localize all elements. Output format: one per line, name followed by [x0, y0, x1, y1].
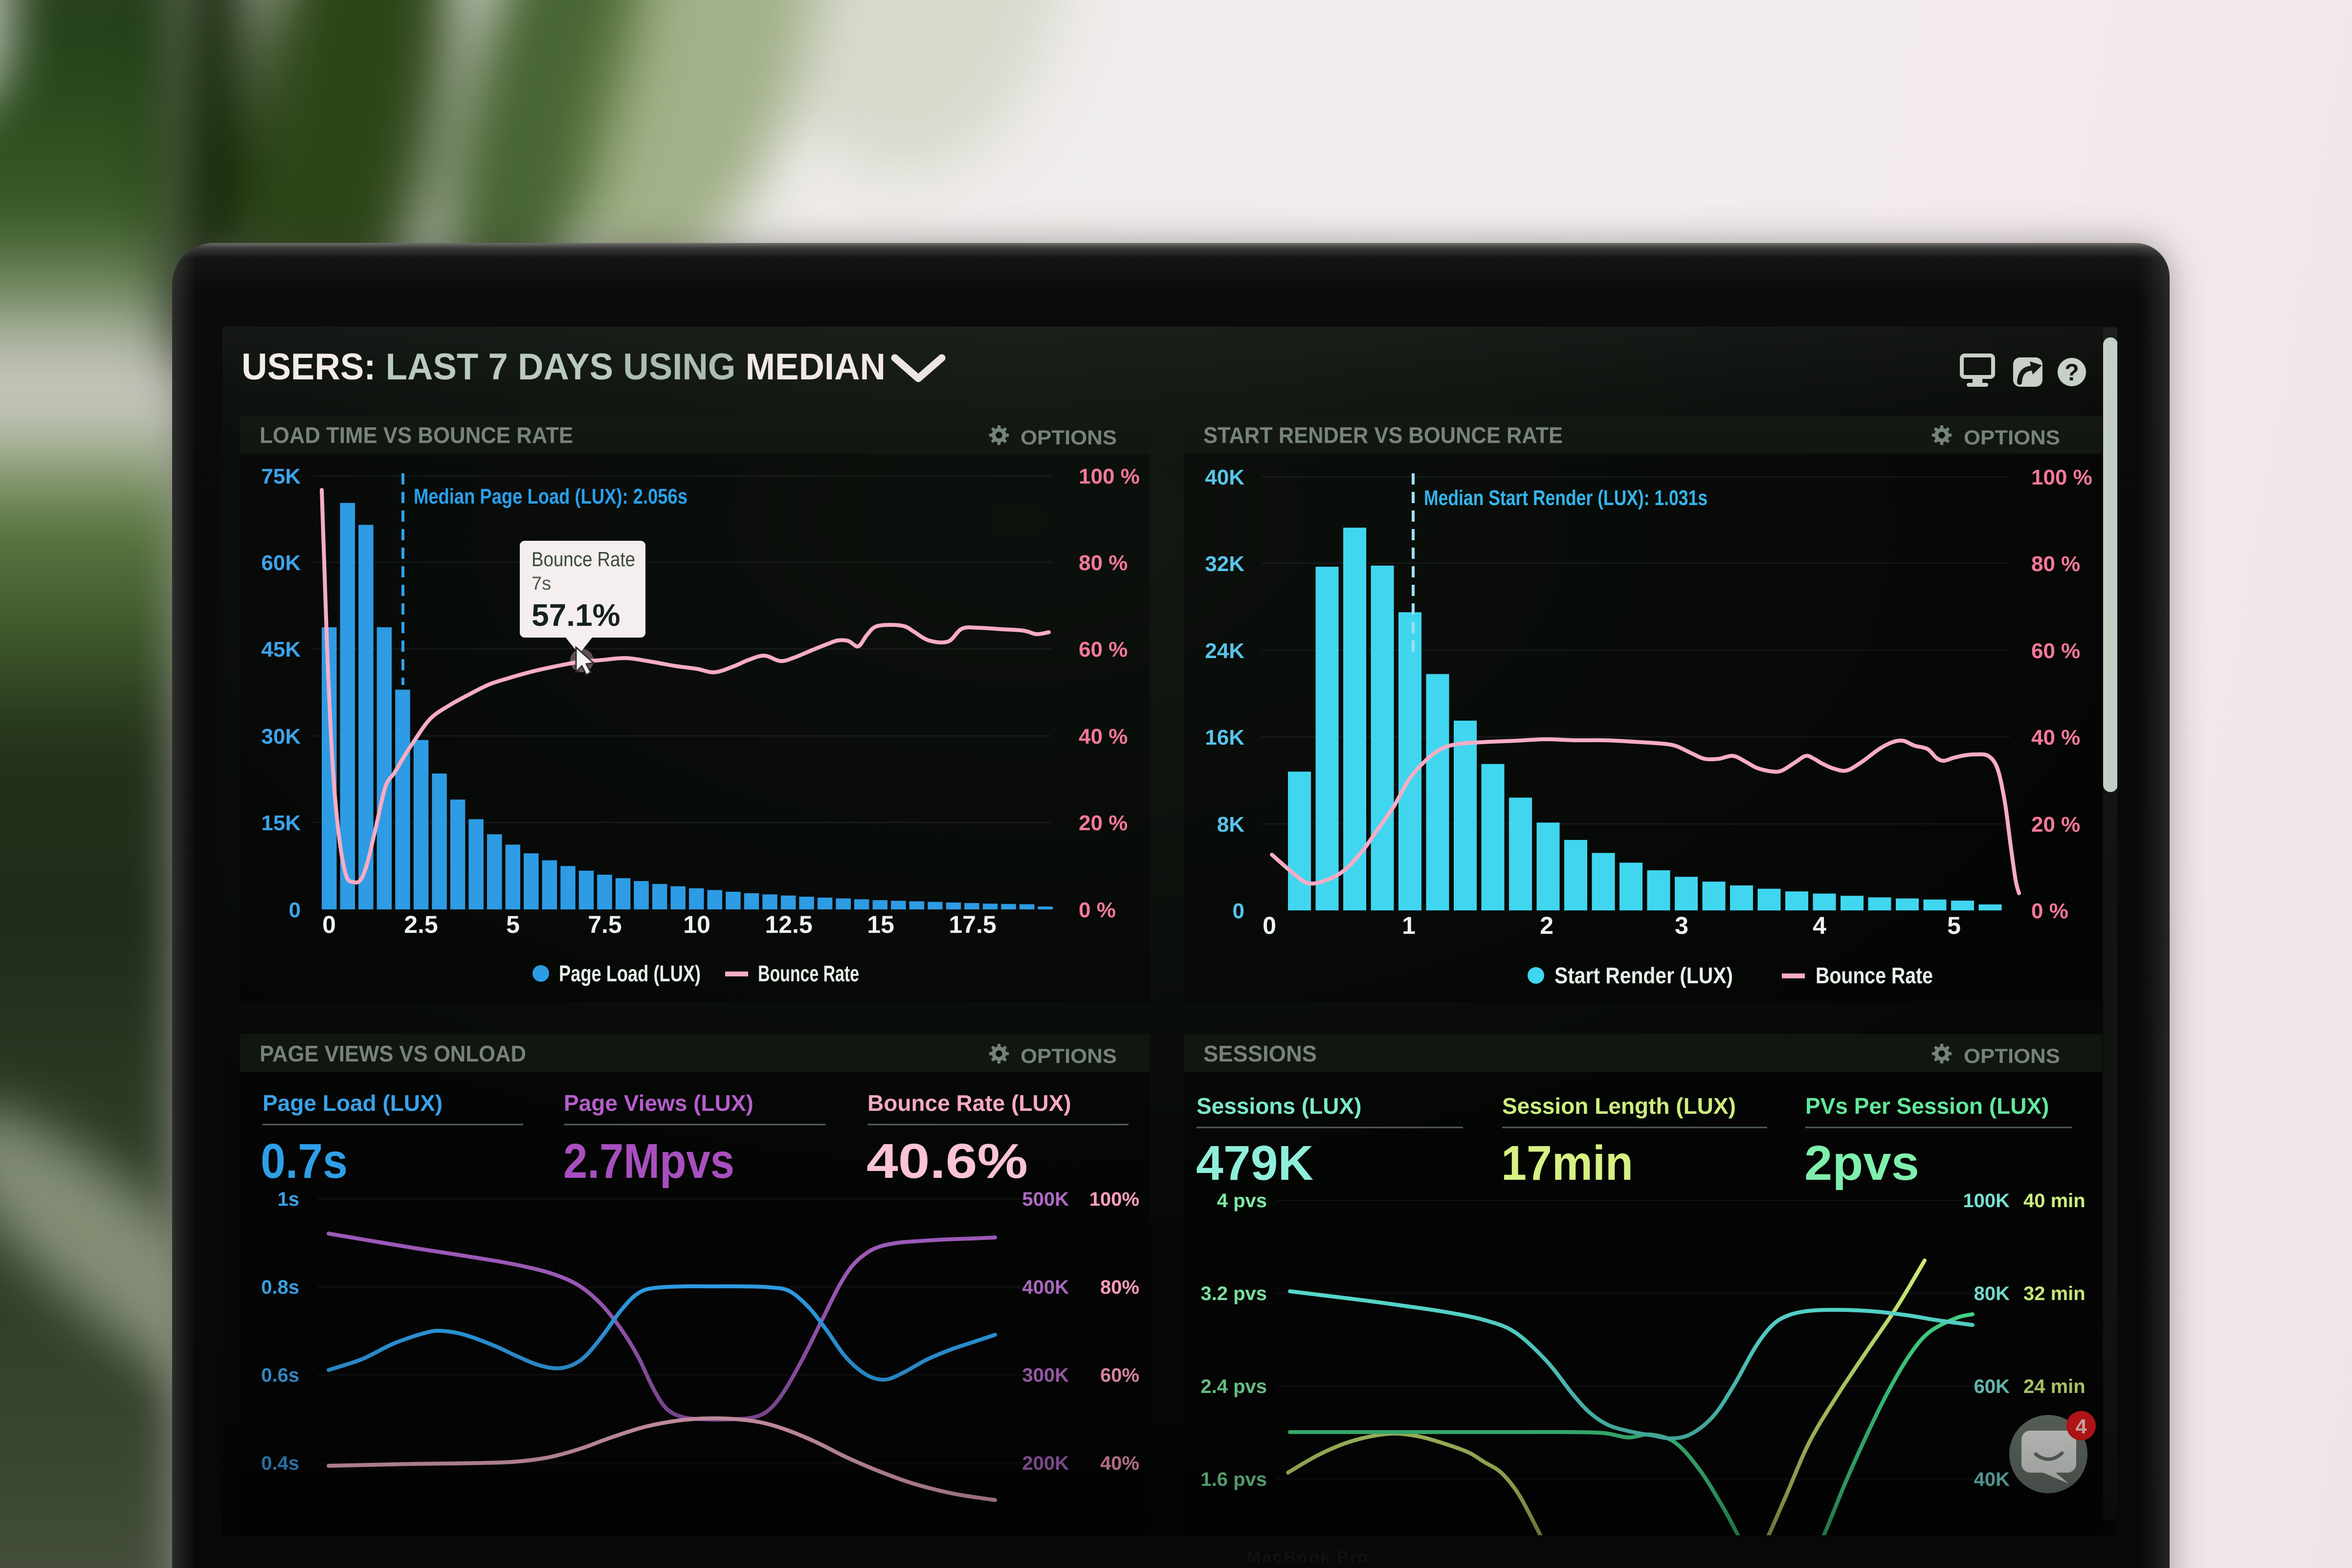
svg-text:100%: 100% — [1089, 1189, 1139, 1210]
svg-text:Bounce Rate: Bounce Rate — [532, 548, 635, 571]
svg-text:1.6 pvs: 1.6 pvs — [1200, 1469, 1267, 1490]
svg-text:80 %: 80 % — [1079, 551, 1128, 575]
svg-text:?: ? — [2064, 360, 2079, 386]
svg-text:0.7s: 0.7s — [261, 1134, 348, 1189]
svg-text:100 %: 100 % — [1079, 464, 1140, 488]
svg-text:80K: 80K — [1974, 1283, 2010, 1304]
svg-text:Session Length (LUX): Session Length (LUX) — [1502, 1093, 1736, 1119]
svg-text:15: 15 — [867, 911, 894, 938]
svg-text:0: 0 — [289, 898, 301, 922]
svg-text:0: 0 — [1233, 899, 1244, 923]
svg-text:60K: 60K — [1974, 1376, 2010, 1397]
svg-text:OPTIONS: OPTIONS — [1021, 1044, 1117, 1067]
svg-text:LOAD TIME VS BOUNCE RATE: LOAD TIME VS BOUNCE RATE — [260, 422, 573, 448]
svg-text:7.5: 7.5 — [588, 911, 622, 938]
svg-text:4 pvs: 4 pvs — [1217, 1190, 1267, 1212]
svg-text:17min: 17min — [1501, 1136, 1633, 1191]
svg-text:Page Views (LUX): Page Views (LUX) — [564, 1090, 754, 1116]
svg-text:10: 10 — [683, 911, 710, 938]
svg-text:60K: 60K — [261, 551, 301, 575]
svg-text:USERS: LAST 7 DAYS USING MEDIA: USERS: LAST 7 DAYS USING MEDIAN — [242, 346, 886, 388]
svg-text:0 %: 0 % — [1079, 898, 1116, 922]
svg-text:17.5: 17.5 — [949, 911, 996, 938]
svg-text:2.7Mpvs: 2.7Mpvs — [563, 1134, 734, 1189]
svg-text:Page Load (LUX): Page Load (LUX) — [263, 1090, 443, 1116]
svg-text:20 %: 20 % — [2031, 813, 2080, 837]
svg-text:16K: 16K — [1205, 726, 1244, 750]
svg-text:2.5: 2.5 — [404, 911, 438, 938]
svg-text:80 %: 80 % — [2031, 552, 2080, 576]
svg-text:3.2 pvs: 3.2 pvs — [1200, 1283, 1267, 1304]
svg-text:Bounce Rate: Bounce Rate — [758, 961, 859, 986]
svg-text:100 %: 100 % — [2031, 465, 2092, 489]
svg-text:15K: 15K — [261, 811, 301, 835]
svg-text:OPTIONS: OPTIONS — [1964, 1044, 2060, 1067]
svg-text:PVs Per Session (LUX): PVs Per Session (LUX) — [1805, 1093, 2049, 1119]
svg-text:OPTIONS: OPTIONS — [1021, 426, 1117, 449]
svg-text:40 %: 40 % — [2031, 726, 2080, 750]
svg-text:32 min: 32 min — [2023, 1283, 2086, 1304]
svg-text:4: 4 — [1813, 912, 1826, 939]
svg-text:OPTIONS: OPTIONS — [1964, 426, 2060, 449]
svg-text:40 min: 40 min — [2023, 1190, 2086, 1212]
svg-text:1: 1 — [1402, 912, 1416, 939]
svg-text:Bounce Rate: Bounce Rate — [1816, 963, 1933, 988]
svg-text:2: 2 — [1540, 912, 1553, 939]
svg-text:60 %: 60 % — [2031, 639, 2080, 663]
svg-text:START RENDER VS BOUNCE RATE: START RENDER VS BOUNCE RATE — [1203, 422, 1563, 448]
svg-text:Median Start Render (LUX): 1.0: Median Start Render (LUX): 1.031s — [1424, 486, 1708, 510]
svg-text:60%: 60% — [1100, 1365, 1139, 1386]
svg-text:32K: 32K — [1205, 552, 1244, 576]
svg-text:12.5: 12.5 — [765, 911, 812, 938]
svg-text:4: 4 — [2075, 1415, 2087, 1438]
svg-text:Page Load (LUX): Page Load (LUX) — [559, 961, 701, 986]
svg-text:500K: 500K — [1022, 1189, 1069, 1210]
svg-text:100K: 100K — [1963, 1190, 2010, 1212]
svg-text:45K: 45K — [261, 638, 301, 662]
svg-text:40.6%: 40.6% — [866, 1134, 1028, 1189]
svg-text:300K: 300K — [1022, 1365, 1069, 1386]
svg-text:3: 3 — [1675, 912, 1688, 939]
svg-text:SESSIONS: SESSIONS — [1203, 1041, 1317, 1066]
svg-text:2pvs: 2pvs — [1804, 1136, 1919, 1191]
svg-text:479K: 479K — [1196, 1136, 1313, 1191]
svg-text:40 %: 40 % — [1079, 725, 1128, 749]
svg-text:80%: 80% — [1100, 1277, 1139, 1298]
svg-text:30K: 30K — [261, 725, 301, 749]
svg-text:40K: 40K — [1205, 465, 1244, 489]
svg-text:0.8s: 0.8s — [261, 1277, 299, 1298]
svg-text:0.4s: 0.4s — [261, 1453, 299, 1474]
svg-text:40%: 40% — [1100, 1453, 1139, 1474]
svg-text:400K: 400K — [1022, 1277, 1069, 1298]
svg-text:7s: 7s — [532, 574, 551, 594]
svg-text:0.6s: 0.6s — [261, 1365, 299, 1386]
svg-text:0 %: 0 % — [2031, 899, 2068, 923]
svg-text:5: 5 — [1947, 912, 1961, 939]
svg-text:20 %: 20 % — [1079, 811, 1128, 835]
svg-text:75K: 75K — [261, 464, 301, 488]
svg-text:Start Render (LUX): Start Render (LUX) — [1554, 963, 1733, 988]
svg-text:5: 5 — [506, 911, 520, 938]
svg-text:40K: 40K — [1974, 1469, 2010, 1490]
svg-text:1s: 1s — [278, 1189, 300, 1210]
svg-text:0: 0 — [322, 911, 336, 938]
svg-text:2.4 pvs: 2.4 pvs — [1200, 1376, 1267, 1397]
svg-text:24K: 24K — [1205, 639, 1244, 663]
svg-text:Median Page Load (LUX): 2.056s: Median Page Load (LUX): 2.056s — [414, 485, 688, 508]
svg-text:0: 0 — [1263, 912, 1276, 939]
svg-text:60 %: 60 % — [1079, 638, 1128, 662]
svg-text:PAGE VIEWS VS ONLOAD: PAGE VIEWS VS ONLOAD — [260, 1041, 526, 1066]
svg-text:57.1%: 57.1% — [532, 597, 620, 633]
svg-text:200K: 200K — [1022, 1453, 1069, 1474]
svg-text:24 min: 24 min — [2023, 1376, 2086, 1397]
svg-text:8K: 8K — [1217, 813, 1244, 837]
svg-text:Sessions (LUX): Sessions (LUX) — [1197, 1093, 1361, 1119]
svg-text:Bounce Rate (LUX): Bounce Rate (LUX) — [867, 1090, 1071, 1116]
